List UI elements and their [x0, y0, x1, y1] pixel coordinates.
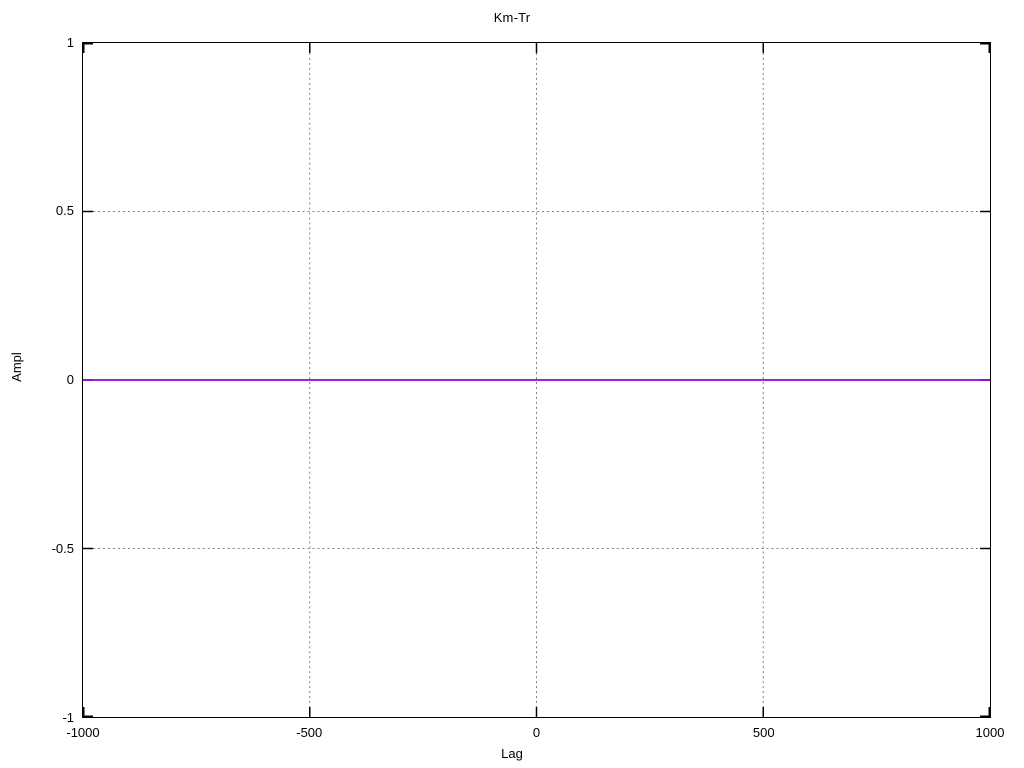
xtick-label-0: 0 [532, 725, 541, 740]
xtick-label-1000: 1000 [975, 725, 1005, 740]
y-axis-tick-labels: 1 0.5 0 -0.5 -1 [0, 36, 74, 725]
ytick-label-1: 1 [66, 35, 74, 50]
ytick-label-neg-0-5: -0.5 [51, 541, 74, 556]
xtick-label-neg-1000: -1000 [66, 725, 100, 740]
x-axis-tick-labels: -1000 -500 0 500 1000 [66, 725, 1004, 746]
y-axis-label: Ampl [9, 352, 24, 382]
data-series-km-tr [83, 379, 990, 381]
xtick-label-500: 500 [752, 725, 775, 740]
ytick-label-0: 0 [66, 372, 74, 387]
ytick-label-neg-1: -1 [62, 710, 74, 725]
plot-area [82, 42, 991, 718]
xtick-label-neg-500: -500 [296, 725, 323, 740]
x-axis-label: Lag [501, 746, 523, 761]
ytick-label-0-5: 0.5 [55, 203, 74, 218]
chart-title: Km-Tr [493, 10, 531, 25]
